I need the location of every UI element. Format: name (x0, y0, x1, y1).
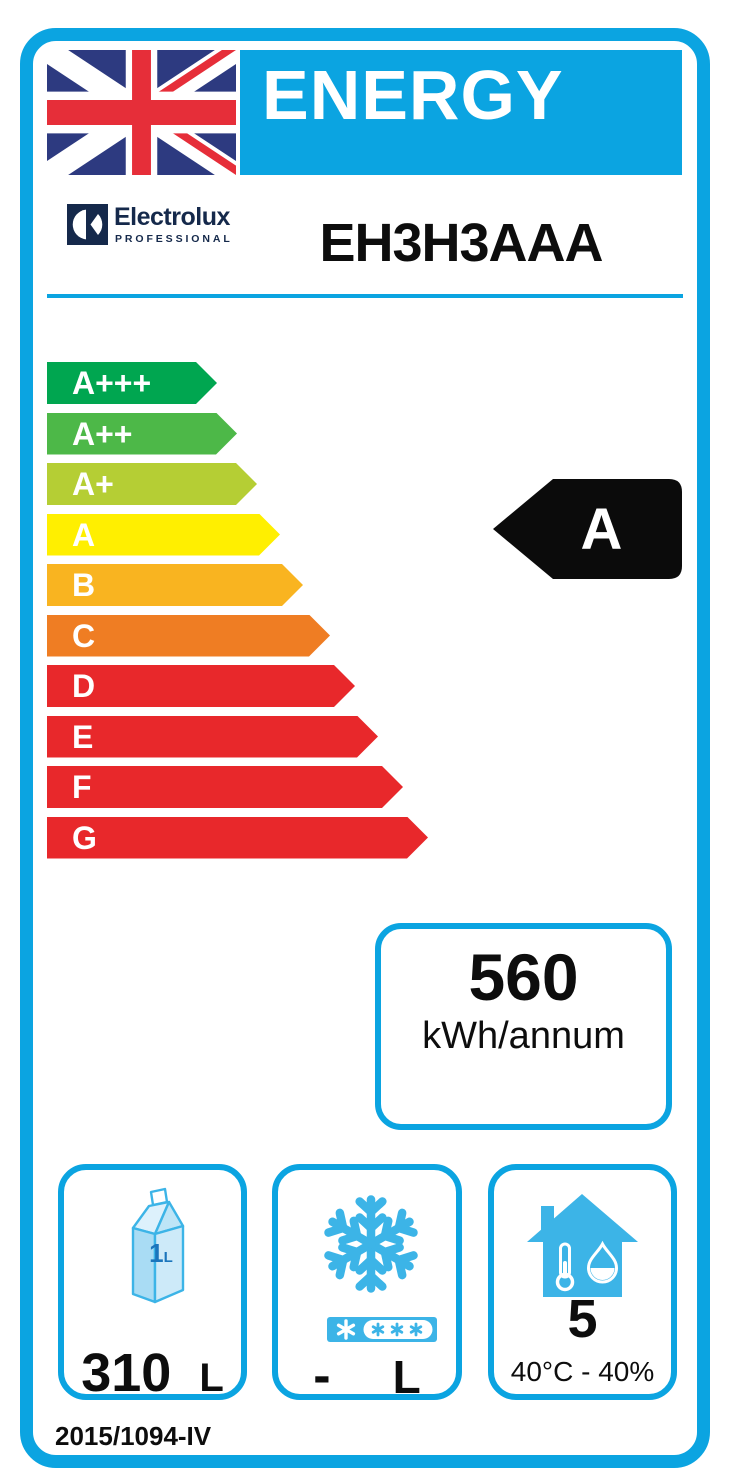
snowflake-icon (319, 1192, 423, 1296)
fridge-volume-unit: L (199, 1356, 224, 1400)
freezer-volume-row: - L (278, 1346, 456, 1406)
climate-conditions: 40°C - 40% (510, 1356, 655, 1387)
divider-line (47, 294, 683, 298)
rating-scale: A+++ A++ A+ A B C D E F G (47, 362, 467, 862)
scale-arrow-g: G (47, 817, 428, 859)
uk-flag-icon (47, 50, 236, 175)
fridge-volume-box: 1L 310 L (58, 1164, 247, 1403)
scale-arrow-label: F (72, 769, 92, 805)
scale-arrow-b: B (47, 564, 303, 606)
rating-arrow: A (492, 478, 683, 580)
freezer-volume-box: - L (272, 1164, 462, 1405)
regulation-reference: 2015/1094-IV (55, 1421, 212, 1451)
energy-consumption-box: 560 kWh/annum (375, 923, 672, 1130)
scale-arrow-e: E (47, 716, 378, 758)
scale-arrow-ap: A+ (47, 463, 257, 505)
scale-arrow-f: F (47, 766, 403, 808)
freezer-volume-value: - (313, 1347, 331, 1405)
electrolux-logo-icon (67, 204, 108, 245)
scale-arrow-label: A (72, 516, 96, 553)
energy-banner-title: ENERGY (262, 56, 564, 134)
brand-subtitle: PROFESSIONAL (115, 233, 233, 245)
scale-arrow-label: E (72, 718, 94, 755)
scale-arrow-appp: A+++ (47, 362, 217, 404)
scale-arrow-label: C (72, 617, 96, 654)
rating-arrow-shape (493, 479, 682, 579)
scale-arrow-d: D (47, 665, 355, 707)
rating-letter: A (580, 496, 623, 562)
freezer-star-rating-icon (327, 1317, 437, 1342)
model-number: EH3H3AAA (319, 213, 603, 273)
climate-class-box: 5 40°C - 40% (488, 1164, 677, 1400)
scale-arrow-label: G (72, 819, 97, 856)
scale-arrow-label: A++ (72, 415, 133, 452)
scale-arrow-label: A+++ (72, 365, 152, 401)
energy-unit: kWh/annum (422, 1014, 625, 1057)
scale-arrow-c: C (47, 615, 330, 657)
label-border (20, 28, 710, 1468)
fridge-volume-row: 310 L (64, 1342, 241, 1404)
brand-name: Electrolux (114, 203, 230, 231)
energy-value: 560 (468, 940, 579, 1014)
scale-arrow-app: A++ (47, 413, 237, 455)
carton-volume-label: 1L (149, 1238, 173, 1268)
climate-class-value: 5 (567, 1289, 598, 1349)
freezer-volume-unit: L (392, 1351, 421, 1403)
energy-banner (240, 50, 682, 175)
fridge-volume-value: 310 (81, 1343, 172, 1403)
scale-arrow-label: B (72, 567, 96, 603)
house-climate-icon (527, 1194, 638, 1297)
scale-arrow-label: A+ (72, 466, 114, 502)
scale-arrow-label: D (72, 668, 96, 704)
milk-carton-icon: 1L (131, 1187, 185, 1304)
scale-arrow-a: A (47, 514, 280, 556)
